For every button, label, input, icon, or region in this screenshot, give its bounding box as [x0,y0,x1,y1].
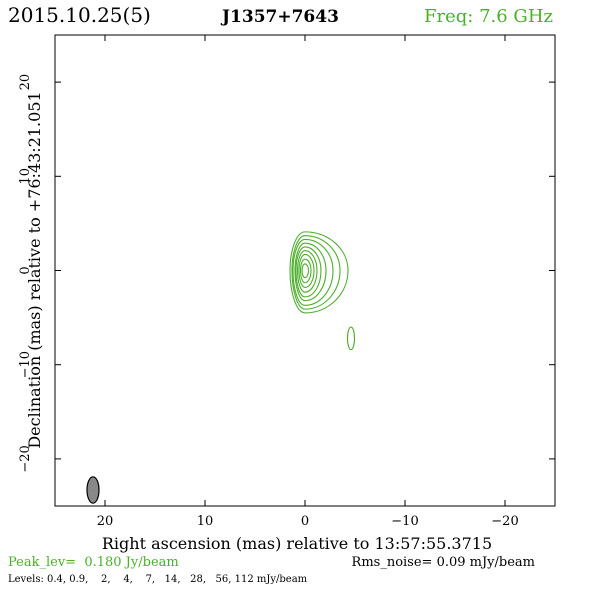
contour-level-0-4 [346,326,356,351]
axis-ticks [55,35,555,506]
frequency-label: Freq: 7.6 GHz [424,6,553,27]
x-axis-label: Right ascension (mas) relative to 13:57:… [102,534,492,553]
rms-noise-label: Rms_noise= 0.09 mJy/beam [352,555,535,570]
x-tick-labels: 20 10 0 −10 −20 [97,514,519,529]
y-tick-label: 10 [18,168,33,185]
contour-level-28 [298,253,315,289]
contour-level-112 [301,263,310,279]
contour-level-0-9 [291,235,341,310]
x-tick-label: 0 [301,514,309,529]
contour-lines [289,231,356,351]
x-tick-label: −10 [391,514,418,529]
plot-frame [54,34,556,507]
x-tick-label: 10 [197,514,214,529]
y-tick-label: 20 [18,74,33,91]
contour-levels-label: Levels: 0.4, 0.9, 2, 4, 7, 14, 28, 56, 1… [8,574,308,585]
contour-level-0-4 [289,231,349,314]
restoring-beam-shape [86,476,100,504]
x-tick-label: 20 [97,514,114,529]
contour-level-14 [296,250,318,293]
beam-ellipse [86,476,100,504]
contour-level-7 [295,246,322,298]
y-tick-label: −10 [18,351,33,378]
y-tick-labels: −20 −10 0 10 20 [18,74,33,473]
peak-level-label: Peak_lev= 0.180 Jy/beam [8,555,179,570]
source-name: J1357+7643 [220,7,339,27]
contour-level-2 [292,238,334,306]
x-tick-label: −20 [491,514,518,529]
contour-level-4 [294,242,327,302]
contour-level-56 [299,258,312,284]
y-tick-label: −20 [18,445,33,472]
observation-date: 2015.10.25(5) [8,3,151,27]
y-tick-label: 0 [18,266,33,274]
y-axis-label: Declination (mas) relative to +76:43:21.… [25,91,44,448]
